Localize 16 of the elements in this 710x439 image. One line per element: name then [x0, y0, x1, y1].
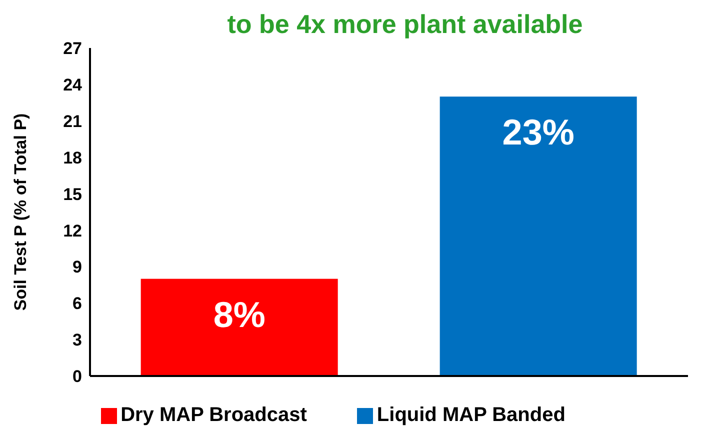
y-tick-label: 9	[72, 258, 82, 277]
y-tick-label: 6	[72, 294, 82, 314]
y-tick-label: 27	[63, 39, 82, 58]
y-tick-label: 21	[63, 112, 82, 131]
y-tick-label: 15	[63, 184, 82, 204]
y-tick-label: 3	[72, 330, 82, 350]
y-axis-title: Soil Test P (% of Total P)	[11, 113, 30, 311]
y-tick-label: 0	[72, 367, 82, 386]
y-tick-label: 18	[63, 148, 82, 168]
data-label: 23%	[502, 112, 574, 153]
data-label: 8%	[213, 294, 266, 335]
y-tick-label: 12	[63, 221, 82, 240]
legend-label: Dry MAP Broadcast	[120, 404, 307, 426]
chart-title: to be 4x more plant available	[226, 8, 584, 40]
y-tick-label: 24	[63, 75, 83, 94]
legend-label: Liquid MAP Banded	[376, 404, 566, 426]
